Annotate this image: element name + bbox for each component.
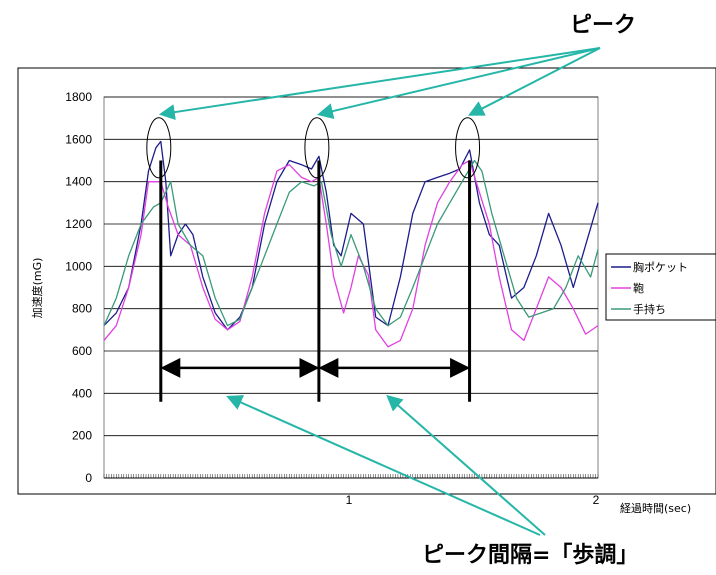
series-line-handheld (103, 159, 599, 327)
legend-label-bag: 鞄 (633, 281, 644, 295)
x-axis-minor-ticks (103, 474, 599, 479)
y-tick-label: 600 (72, 344, 92, 358)
y-axis-tick-labels: 0 200 400 600 800 1000 1200 1400 1600 1800 (65, 90, 92, 485)
series-lines (103, 140, 599, 348)
y-tick-label: 1200 (65, 217, 92, 231)
y-tick-label: 0 (85, 471, 92, 485)
x-axis-label: 経過時間(sec) (620, 502, 691, 515)
peak-callout-arrow (158, 47, 601, 121)
series-line-bag (103, 159, 599, 348)
peak-ellipse (304, 117, 330, 179)
y-tick-label: 1400 (65, 175, 92, 189)
interval-callout-arrow (386, 394, 546, 536)
peak-annotations (146, 47, 601, 536)
y-tick-label: 1000 (65, 259, 92, 273)
peak-callout: ピーク (570, 13, 636, 38)
interval-callout-arrow (226, 395, 541, 536)
gridlines (104, 96, 598, 437)
peak-ellipse (146, 117, 172, 179)
y-tick-label: 800 (72, 302, 92, 316)
y-axis-label: 加速度(mG) (30, 258, 44, 319)
legend: 胸ポケット 鞄 手持ち (605, 253, 716, 321)
legend-label-chest-pocket: 胸ポケット (633, 260, 688, 274)
x-tick-label: 2 (593, 493, 600, 507)
y-tick-label: 1600 (65, 132, 92, 146)
series-line-chest-pocket (103, 140, 599, 331)
y-tick-label: 1800 (65, 90, 92, 104)
x-tick-label: 1 (346, 493, 353, 507)
y-tick-label: 400 (72, 386, 92, 400)
interval-callout: ピーク間隔=「歩調」 (422, 542, 638, 568)
peak-callout-arrow (468, 47, 601, 116)
y-tick-label: 200 (72, 429, 92, 443)
peak-ellipse (455, 117, 481, 179)
legend-label-handheld: 手持ち (633, 302, 666, 316)
peak-callout-arrow (316, 47, 601, 119)
